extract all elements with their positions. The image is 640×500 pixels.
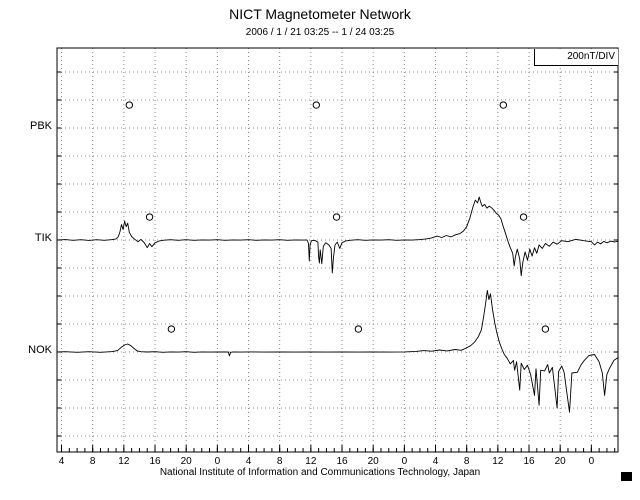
noon-marker-nok — [354, 325, 363, 333]
station-label-nok: NOK — [28, 344, 52, 356]
x-tick-label: 8 — [90, 456, 96, 467]
trace-tik — [56, 196, 619, 277]
institute-footer-text: National Institute of Information and Co… — [159, 467, 481, 478]
scale-per-division-label: 200nT/DIV — [534, 49, 618, 66]
x-tick-label: 16 — [336, 456, 348, 467]
noon-marker-nok — [167, 325, 176, 333]
noon-marker-nok — [541, 325, 550, 333]
noon-marker-pbk — [499, 101, 508, 109]
x-tick-label: 4 — [246, 456, 252, 467]
x-tick-label: 12 — [305, 456, 317, 467]
x-tick-label: 0 — [589, 456, 595, 467]
x-tick-label: 16 — [523, 456, 535, 467]
x-tick-label: 0 — [402, 456, 408, 467]
station-label-tik: TIK — [34, 232, 52, 244]
x-tick-label: 12 — [118, 456, 130, 467]
trace-nok — [56, 289, 619, 413]
date-range-subtitle: 2006 / 1 / 21 03:25 -- 1 / 24 03:25 — [245, 27, 395, 38]
noon-marker-tik — [332, 213, 341, 221]
plot-frame — [56, 47, 619, 453]
nict-logo-mark — [621, 472, 632, 481]
noon-marker-pbk — [312, 101, 321, 109]
x-tick-label: 8 — [464, 456, 470, 467]
x-tick-label: 20 — [181, 456, 193, 467]
x-tick-label: 12 — [492, 456, 504, 467]
station-label-pbk: PBK — [29, 120, 52, 132]
x-tick-label: 0 — [215, 456, 221, 467]
x-tick-label: 4 — [59, 456, 65, 467]
x-tick-label: 4 — [433, 456, 439, 467]
page-title: NICT Magnetometer Network — [229, 6, 411, 22]
noon-marker-tik — [145, 213, 154, 221]
x-tick-label: 20 — [368, 456, 380, 467]
x-tick-label: 8 — [277, 456, 283, 467]
x-tick-label: 16 — [149, 456, 161, 467]
noon-marker-pbk — [125, 101, 134, 109]
x-tick-label: 20 — [555, 456, 567, 467]
noon-marker-tik — [519, 213, 528, 221]
